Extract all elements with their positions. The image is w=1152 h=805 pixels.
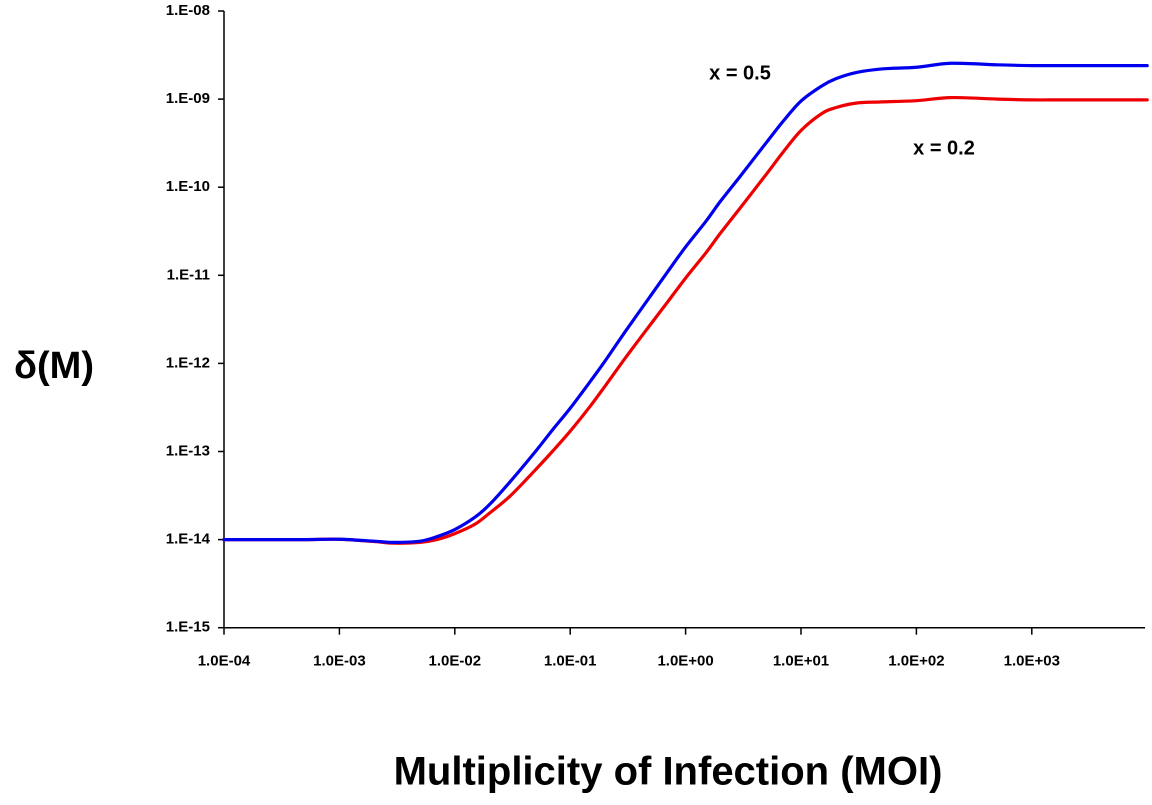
y-axis-title: δ(M)	[14, 345, 94, 387]
y-tick-labels: 1.E-08 1.E-09 1.E-10 1.E-11 1.E-12 1.E-13 1.E-…	[166, 2, 211, 636]
y-tick-label: 1.E-12	[166, 354, 210, 371]
axes	[218, 10, 1145, 635]
x-tick-label: 1.0E+00	[657, 653, 713, 670]
y-tick-label: 1.E-08	[166, 2, 210, 19]
y-tick-label: 1.E-09	[166, 90, 210, 107]
x-tick-labels: 1.0E-04 1.0E-03 1.0E-02 1.0E-01 1.0E+00 1.0E+…	[198, 653, 1060, 670]
series-line-x-0-5	[222, 61, 1149, 544]
y-tick-label: 1.E-10	[166, 178, 210, 195]
x-tick-label: 1.0E-01	[544, 653, 597, 670]
x-tick-label: 1.0E-04	[198, 653, 251, 670]
y-tick-label: 1.E-15	[166, 619, 210, 636]
series-label-x-0-5: x = 0.5	[709, 62, 771, 84]
x-tick-label: 1.0E-02	[429, 653, 482, 670]
y-tick-label: 1.E-13	[166, 442, 210, 459]
y-tick-label: 1.E-11	[167, 266, 210, 283]
x-tick-label: 1.0E+01	[773, 653, 829, 670]
series-lines	[222, 61, 1149, 545]
x-tick-label: 1.0E-03	[313, 653, 366, 670]
x-axis-title: Multiplicity of Infection (MOI)	[394, 750, 943, 794]
series-labels: x = 0.5 x = 0.2	[709, 62, 975, 159]
series-line-x-0-2	[222, 95, 1149, 545]
x-tick-label: 1.0E+02	[888, 653, 944, 670]
x-tick-label: 1.0E+03	[1004, 653, 1060, 670]
y-tick-label: 1.E-14	[166, 531, 211, 548]
series-label-x-0-2: x = 0.2	[913, 137, 975, 159]
